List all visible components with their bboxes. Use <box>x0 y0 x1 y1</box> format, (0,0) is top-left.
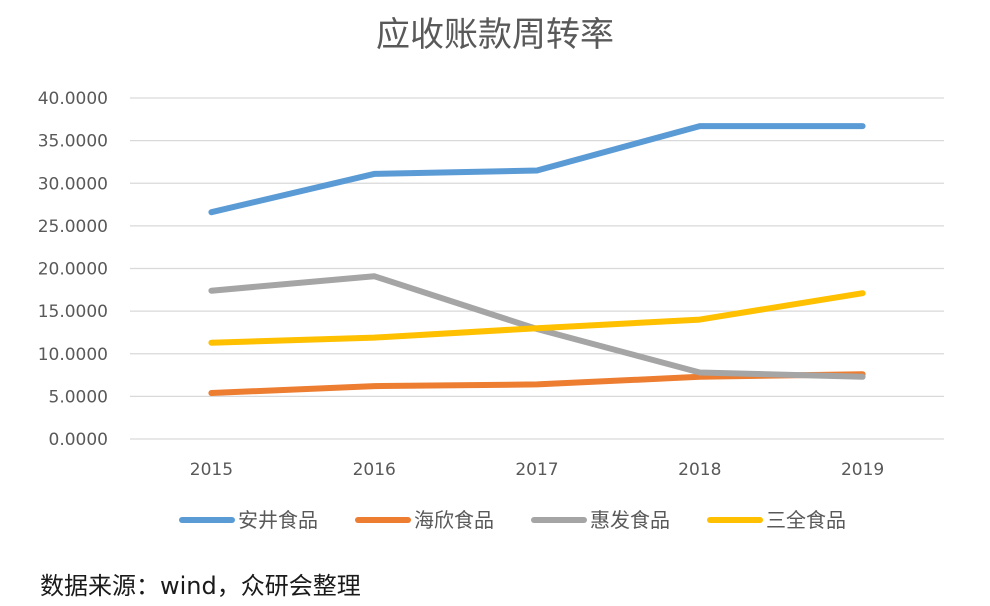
source-note: 数据来源：wind，众研会整理 <box>40 572 361 600</box>
y-tick-label: 40.0000 <box>38 89 108 109</box>
x-tick-label: 2017 <box>515 460 558 480</box>
y-tick-label: 25.0000 <box>38 217 108 237</box>
legend-label: 海欣食品 <box>414 508 494 532</box>
gridlines <box>130 97 944 440</box>
legend-label: 惠发食品 <box>590 508 670 532</box>
y-tick-label: 0.0000 <box>49 430 108 450</box>
x-axis: 2015 2016 2017 2018 2019 <box>190 460 884 480</box>
series-line-3 <box>208 290 866 346</box>
x-tick-label: 2015 <box>190 460 233 480</box>
x-tick-label: 2016 <box>353 460 396 480</box>
y-tick-label: 5.0000 <box>49 387 108 407</box>
series-line-0 <box>208 123 866 216</box>
x-tick-label: 2019 <box>841 460 884 480</box>
y-axis: 0.0000 5.0000 10.0000 15.0000 20.0000 25.0000… <box>38 89 108 450</box>
series-lines <box>208 123 866 396</box>
y-tick-label: 20.0000 <box>38 260 108 280</box>
legend-label: 三全食品 <box>766 508 846 532</box>
x-tick-label: 2018 <box>678 460 721 480</box>
y-tick-label: 15.0000 <box>38 302 108 322</box>
y-tick-label: 10.0000 <box>38 345 108 365</box>
legend: 安井食品 海欣食品 惠发食品 三全食品 <box>179 508 846 532</box>
y-tick-label: 35.0000 <box>38 132 108 152</box>
legend-label: 安井食品 <box>238 508 318 532</box>
chart-title: 应收账款周转率 <box>376 15 614 55</box>
y-tick-label: 30.0000 <box>38 174 108 194</box>
